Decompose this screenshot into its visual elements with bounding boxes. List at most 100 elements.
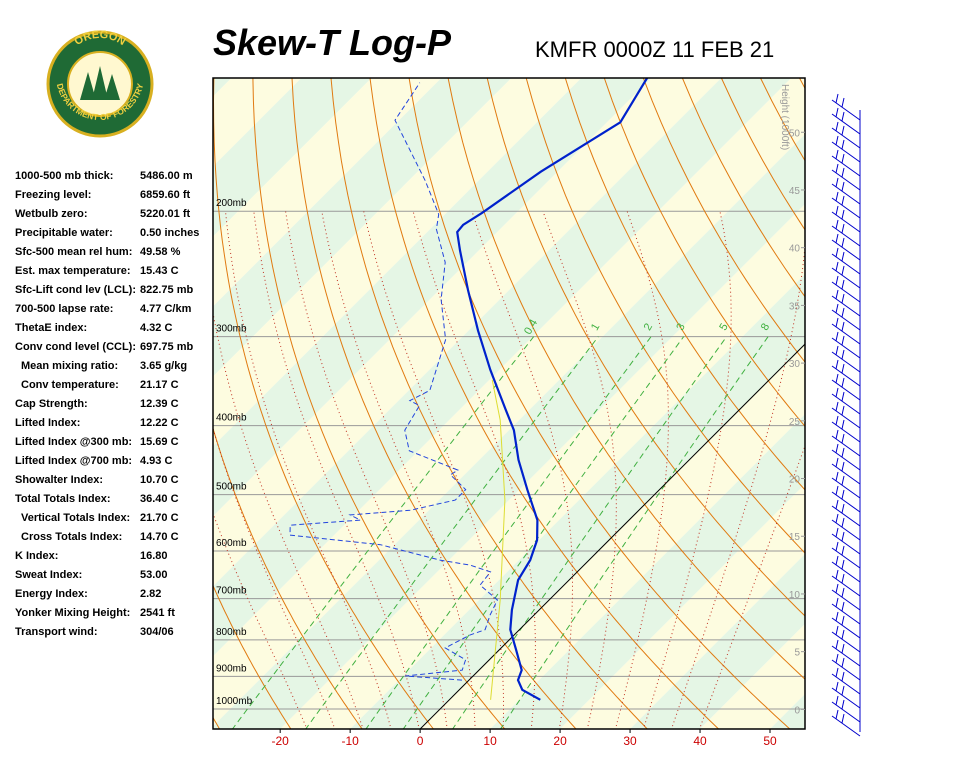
index-value: 6859.60 ft (140, 189, 190, 201)
dry-adiabat (486, 78, 805, 617)
x-tick-label: 10 (483, 734, 497, 748)
isotherm-band (213, 134, 805, 729)
index-value: 697.75 mb (140, 341, 193, 353)
index-value: 4.32 C (140, 322, 172, 334)
pressure-label: 1000mb (216, 696, 253, 707)
pressure-label: 300mb (216, 324, 247, 335)
index-value: 5220.01 ft (140, 208, 190, 220)
index-value: 5486.00 m (140, 170, 193, 182)
mixing-ratio-label: 3 (674, 321, 687, 332)
isotherm-band (350, 274, 805, 729)
index-value: 2.82 (140, 588, 161, 600)
index-label: Sfc-Lift cond lev (LCL): (15, 284, 136, 296)
wind-barb (831, 163, 861, 191)
dry-adiabat (213, 584, 292, 729)
x-tick-label: 50 (763, 734, 777, 748)
index-value: 304/06 (140, 626, 174, 638)
wind-barb (831, 93, 861, 121)
isotherm-band (700, 624, 805, 729)
wind-barb (831, 289, 861, 317)
wind-barb (831, 373, 861, 401)
plot-area (213, 78, 960, 730)
wind-barb (831, 597, 861, 625)
wind-barb (831, 303, 861, 331)
index-label: K Index: (15, 550, 58, 562)
dry-adiabat (642, 78, 805, 363)
zero-isotherm (419, 343, 805, 729)
index-value: 822.75 mb (140, 284, 193, 296)
wind-barb (831, 583, 861, 611)
mixing-ratio-line (305, 336, 599, 729)
isotherm-band (770, 694, 805, 729)
index-value: 12.22 C (140, 417, 179, 429)
mixing-ratio-line (499, 336, 769, 729)
pressure-label: 500mb (216, 482, 247, 493)
index-label: Lifted Index: (15, 417, 80, 429)
mixing-ratio-label: 5 (717, 321, 730, 332)
wind-barb (831, 345, 861, 373)
pressure-label: 400mb (216, 413, 247, 424)
dry-adiabat (369, 78, 720, 729)
wind-barb (831, 135, 861, 163)
index-value: 16.80 (140, 550, 168, 562)
wind-barb (831, 387, 861, 415)
wind-barb (831, 401, 861, 429)
wind-barb (831, 247, 861, 275)
mixing-ratio-line (452, 336, 728, 729)
moist-adiabat (642, 211, 732, 729)
index-label: Cross Totals Index: (21, 531, 122, 543)
wind-barb (831, 709, 861, 737)
index-label: Sweat Index: (15, 569, 82, 581)
isotherm-band (560, 484, 805, 729)
pressure-label: 700mb (216, 586, 247, 597)
plot-frame (212, 77, 806, 730)
wind-barb (831, 443, 861, 471)
index-label: ThetaE index: (15, 322, 87, 334)
index-label: Energy Index: (15, 588, 88, 600)
index-label: 700-500 lapse rate: (15, 303, 113, 315)
wind-barb (831, 149, 861, 177)
index-value: 3.65 g/kg (140, 360, 187, 372)
dewpoint-profile (289, 82, 499, 681)
dry-adiabat (799, 78, 805, 90)
index-label: Freezing level: (15, 189, 91, 201)
dry-adiabat (603, 78, 805, 428)
wind-barb (831, 219, 861, 247)
pressure-label: 900mb (216, 663, 247, 674)
index-value: 4.93 C (140, 455, 172, 467)
wind-barb (831, 317, 861, 345)
index-value: 14.70 C (140, 531, 179, 543)
moist-adiabat (363, 211, 504, 729)
index-value: 21.17 C (140, 379, 179, 391)
pressure-label: 600mb (216, 538, 247, 549)
dry-adiabat (878, 78, 960, 730)
index-value: 0.50 inches (140, 227, 199, 239)
x-tick-label: 0 (417, 734, 424, 748)
wind-barb (831, 121, 861, 149)
index-value: 15.43 C (140, 265, 179, 277)
index-label: Mean mixing ratio: (21, 360, 118, 372)
wind-barb (831, 233, 861, 261)
height-label: 35 (789, 301, 801, 312)
wind-barb (831, 177, 861, 205)
wind-barb (831, 457, 861, 485)
wind-barb (831, 205, 861, 233)
wind-barb (831, 485, 861, 513)
index-label: Transport wind: (15, 626, 98, 638)
dry-adiabat (956, 78, 960, 730)
index-value: 10.70 C (140, 474, 179, 486)
index-label: 1000-500 mb thick: (15, 170, 113, 182)
isotherm-band (630, 554, 805, 729)
index-label: Conv cond level (CCL): (15, 341, 136, 353)
overlay: 200mb 300mb 400mb 500mb 600mb 700mb 800mb 900mb… (216, 84, 805, 748)
height-label: 30 (789, 359, 801, 370)
wind-barb (831, 471, 861, 499)
height-label: 0 (794, 705, 800, 716)
wind-barb (831, 107, 861, 135)
dry-adiabat (213, 426, 363, 729)
wind-barb (831, 499, 861, 527)
index-label: Vertical Totals Index: (21, 512, 130, 524)
index-value: 12.39 C (140, 398, 179, 410)
height-label: 50 (789, 128, 801, 139)
height-label: 20 (789, 475, 801, 486)
